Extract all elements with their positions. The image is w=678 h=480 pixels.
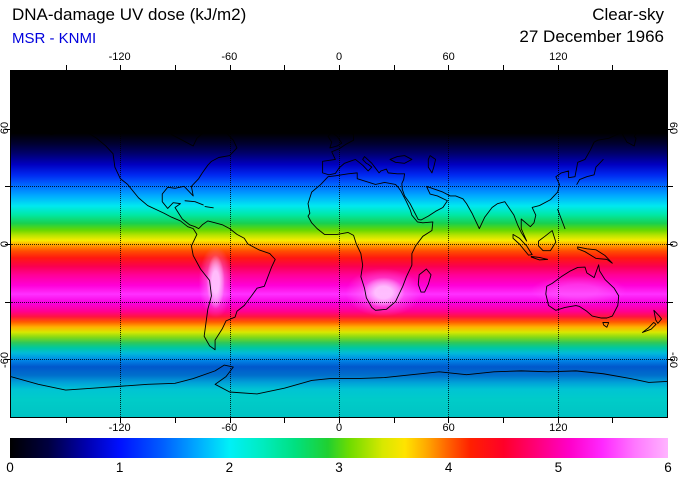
lon-label-60: 60 bbox=[442, 51, 455, 63]
coastline-iceland bbox=[313, 119, 324, 125]
coastline-black-sea bbox=[390, 156, 412, 164]
colorbar-label-6: 6 bbox=[664, 460, 672, 475]
colorbar-label-1: 1 bbox=[115, 460, 124, 475]
coastline-cuba bbox=[185, 201, 203, 205]
lat-labels-right: 60 0 -60 bbox=[666, 70, 678, 418]
lon-labels-top: -120 -60 0 60 120 bbox=[10, 51, 668, 65]
colorbar-labels: 0 1 2 3 4 5 6 bbox=[6, 460, 672, 476]
coastline-antarctica bbox=[11, 365, 667, 394]
lon-label-60: 60 bbox=[442, 422, 455, 434]
tick-lon--120 bbox=[120, 65, 122, 70]
date-label: 27 December 1966 bbox=[519, 27, 664, 46]
coastline-borneo bbox=[539, 231, 556, 251]
coastline-new-zealand-south bbox=[642, 322, 656, 332]
chart-title: DNA-damage UV dose (kJ/m2) bbox=[12, 5, 247, 24]
coastline-madagascar bbox=[418, 269, 431, 292]
lat-label-right-60: 60 bbox=[667, 121, 678, 135]
lat-label-right--60: -60 bbox=[667, 352, 678, 368]
colorbar-label-0: 0 bbox=[6, 460, 14, 475]
coastline-british-isles bbox=[328, 133, 342, 148]
colorbar-label-5: 5 bbox=[554, 460, 563, 475]
lat-label-left-60: 60 bbox=[0, 121, 11, 135]
tick-lon-30 bbox=[393, 65, 395, 70]
lat-label-left-0: 0 bbox=[0, 240, 11, 248]
colorbar-label-2: 2 bbox=[225, 460, 234, 475]
tick-lon-60 bbox=[448, 65, 450, 70]
coastline-tasmania bbox=[603, 322, 609, 327]
tick-lon--60 bbox=[229, 65, 231, 70]
coastline-africa bbox=[308, 173, 433, 310]
lon-label-120: 120 bbox=[549, 51, 568, 63]
coastline-philippines bbox=[558, 209, 565, 228]
coastline-new-guinea bbox=[578, 247, 613, 263]
coastline-australia bbox=[546, 265, 619, 318]
tick-lon--150 bbox=[65, 65, 67, 70]
coastline-hispaniola bbox=[205, 207, 213, 208]
coastlines-layer bbox=[11, 71, 667, 417]
coastline-sumatra bbox=[513, 234, 532, 255]
coastline-greenland bbox=[215, 84, 304, 128]
lat-label-right-0: 0 bbox=[667, 240, 678, 248]
lat-labels-left: 60 0 -60 bbox=[0, 70, 12, 418]
tick-lon-0 bbox=[339, 65, 340, 70]
tick-lon-90 bbox=[503, 65, 504, 70]
sky-condition-label: Clear-sky bbox=[592, 5, 664, 24]
source-label: MSR - KNMI bbox=[12, 30, 97, 47]
tick-lon-120 bbox=[557, 65, 559, 70]
lon-label--120: -120 bbox=[108, 422, 131, 434]
coastline-new-zealand-north bbox=[654, 310, 662, 323]
lon-label-0: 0 bbox=[335, 422, 343, 434]
coastline-caspian-sea bbox=[428, 156, 435, 173]
lon-label--120: -120 bbox=[108, 51, 131, 63]
lon-label-0: 0 bbox=[335, 51, 343, 63]
lon-label--60: -60 bbox=[221, 422, 238, 434]
colorbar bbox=[10, 438, 668, 458]
world-uv-map bbox=[5, 65, 673, 423]
coastline-java bbox=[531, 256, 547, 259]
lon-label-120: 120 bbox=[549, 422, 568, 434]
lon-label--60: -60 bbox=[221, 51, 238, 63]
tick-lon-150 bbox=[612, 65, 614, 70]
colorbar-label-3: 3 bbox=[335, 460, 343, 475]
tick-lon--90 bbox=[175, 65, 176, 70]
coastline-americas bbox=[33, 108, 275, 350]
coastline-japan bbox=[577, 159, 603, 184]
lat-label-left--60: -60 bbox=[0, 352, 11, 368]
lon-labels-bottom: -120 -60 0 60 120 bbox=[10, 422, 668, 436]
coastline-eurasia bbox=[323, 96, 666, 241]
tick-lon--30 bbox=[284, 65, 286, 70]
colorbar-label-4: 4 bbox=[444, 460, 453, 475]
